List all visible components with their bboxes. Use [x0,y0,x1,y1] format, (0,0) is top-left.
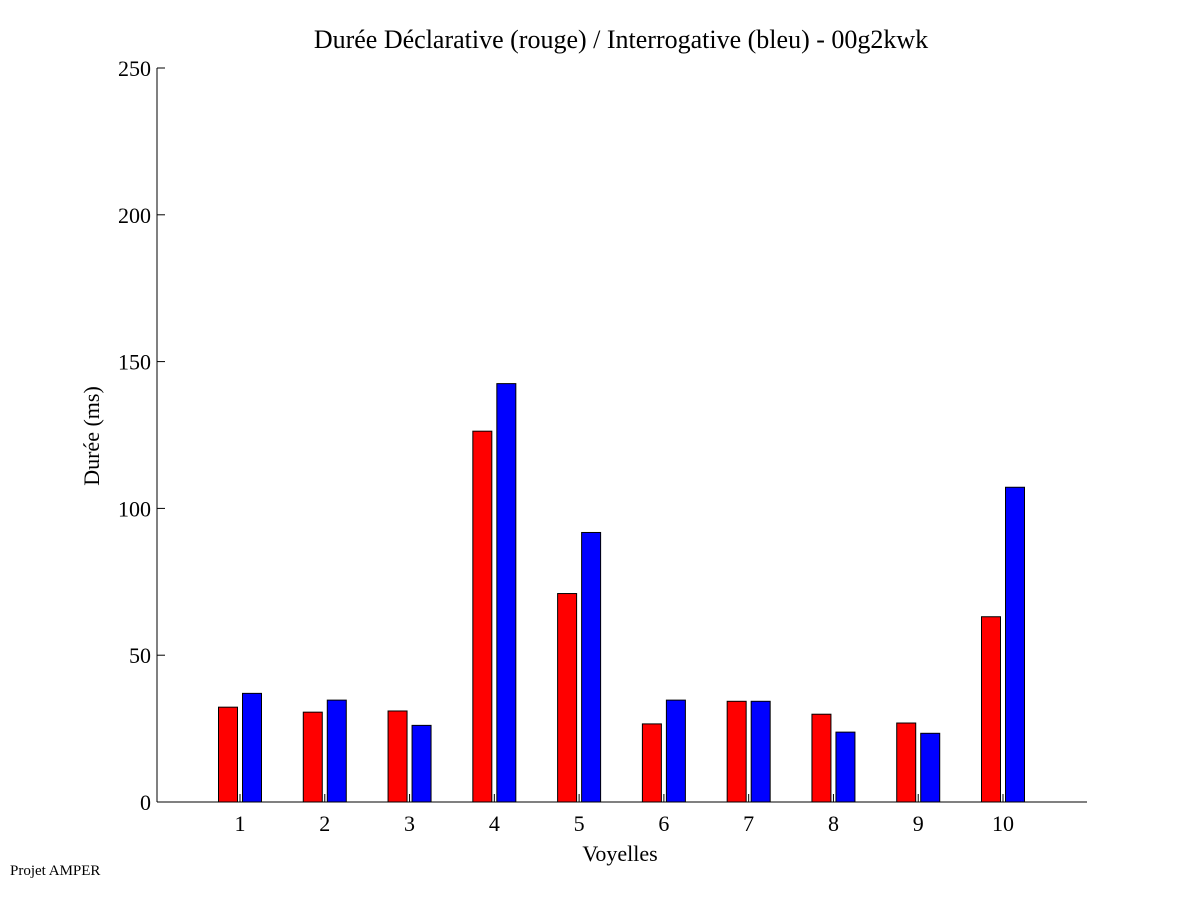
x-tick-label: 9 [913,811,924,836]
x-tick-label: 10 [992,811,1014,836]
x-tick-label: 3 [404,811,415,836]
bar-red [557,593,578,803]
bar-red [472,430,493,803]
bar-blue [665,699,686,803]
x-tick-label: 1 [235,811,246,836]
x-tick-label: 5 [574,811,585,836]
chart-title: Durée Déclarative (rouge) / Interrogativ… [314,25,928,54]
x-tick-label: 2 [319,811,330,836]
bar-red [811,713,832,803]
x-tick-label: 6 [658,811,669,836]
y-tick-label: 250 [118,56,151,81]
y-axis-label: Durée (ms) [79,386,104,486]
bar-red [387,710,408,803]
footer-label: Projet AMPER [10,863,101,879]
x-axis: 1 2 3 4 5 6 7 8 9 10 [157,794,1087,836]
bar-blue [496,383,517,803]
bar-red [726,700,747,803]
y-tick-label: 100 [118,496,151,521]
x-tick-label: 8 [828,811,839,836]
y-axis: 0 50 100 150 200 250 [118,56,165,815]
bar-blue [411,724,432,803]
bar-blue [242,692,262,803]
y-tick-label: 200 [118,203,151,228]
bars [218,383,1025,803]
y-tick-label: 50 [129,643,151,668]
y-tick-label: 150 [118,350,151,375]
x-tick-label: 7 [743,811,754,836]
bar-blue [835,731,856,803]
bar-red [218,706,238,803]
bar-blue [581,531,602,803]
bar-red [981,616,1001,803]
y-tick-label: 0 [140,790,151,815]
bar-red [302,711,323,803]
x-tick-label: 4 [489,811,500,836]
bar-red [641,723,662,803]
bar-blue [750,700,771,803]
bar-blue [326,699,347,803]
x-axis-label: Voyelles [582,841,657,866]
bar-blue [920,732,941,803]
bar-red [896,722,917,803]
bar-blue [1005,486,1025,803]
